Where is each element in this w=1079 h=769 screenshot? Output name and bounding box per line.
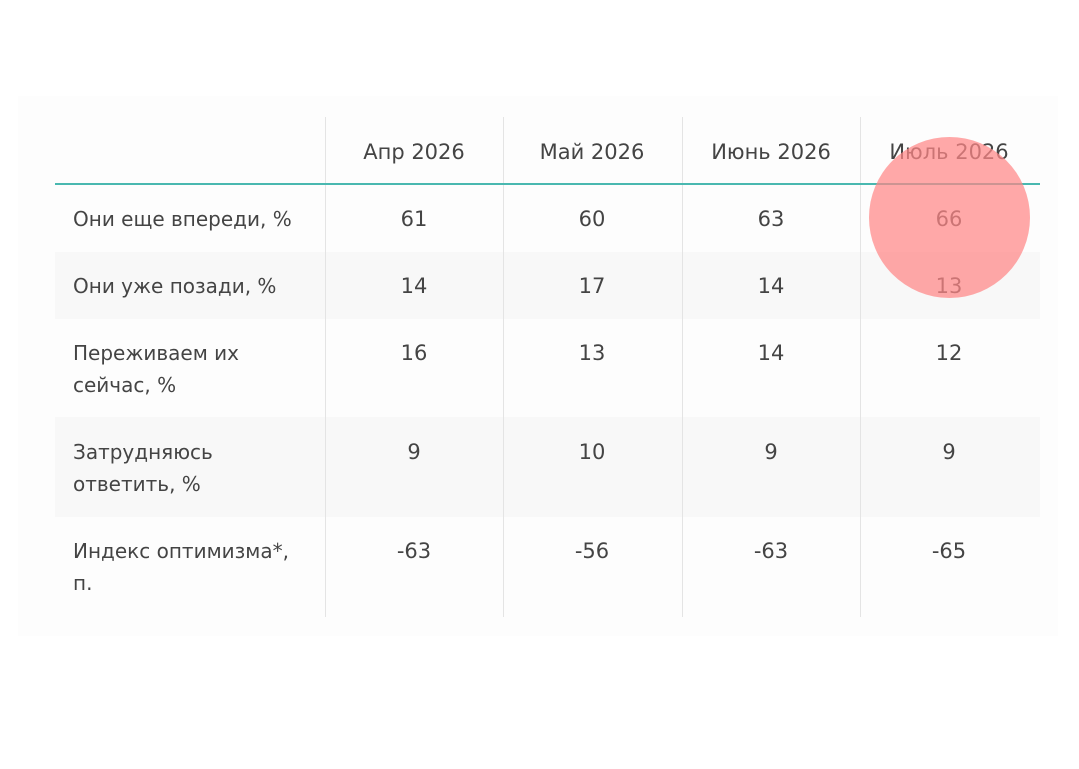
cell-optimism-jun: -63 [753, 539, 789, 563]
row-label-behind: Они уже позади, % [73, 274, 277, 298]
cell-behind-apr: 14 [400, 274, 428, 298]
cell-unsure-may: 10 [578, 440, 606, 464]
column-divider-1 [325, 117, 326, 617]
cell-unsure-jun: 9 [764, 440, 778, 464]
cell-behind-jun: 14 [757, 274, 785, 298]
row-label-ahead: Они еще впереди, % [73, 207, 292, 231]
cell-unsure-apr: 9 [407, 440, 421, 464]
column-divider-4 [860, 117, 861, 617]
column-header-jun: Июнь 2026 [711, 140, 831, 164]
cell-optimism-jul: -65 [931, 539, 967, 563]
cell-now-apr: 16 [400, 341, 428, 365]
data-table: Апр 2026 Май 2026 Июнь 2026 Июль 2026 Он… [55, 117, 1040, 617]
highlight-circle [869, 137, 1030, 298]
cell-optimism-apr: -63 [396, 539, 432, 563]
cell-ahead-apr: 61 [400, 207, 428, 231]
row-label-optimism-index: Индекс оптимизма*, п. [73, 539, 289, 595]
cell-behind-may: 17 [578, 274, 606, 298]
row-background-4 [55, 417, 1040, 517]
cell-now-jul: 12 [935, 341, 963, 365]
cell-unsure-jul: 9 [942, 440, 956, 464]
cell-now-jun: 14 [757, 341, 785, 365]
header-rule [55, 183, 1040, 185]
cell-ahead-may: 60 [578, 207, 606, 231]
column-divider-2 [503, 117, 504, 617]
cell-now-may: 13 [578, 341, 606, 365]
cell-ahead-jun: 63 [757, 207, 785, 231]
row-label-unsure: Затрудняюсь ответить, % [73, 440, 213, 496]
row-background-2 [55, 252, 1040, 319]
row-label-now: Переживаем их сейчас, % [73, 341, 239, 397]
column-header-apr: Апр 2026 [363, 140, 465, 164]
column-divider-3 [682, 117, 683, 617]
column-header-may: Май 2026 [539, 140, 645, 164]
cell-optimism-may: -56 [574, 539, 610, 563]
